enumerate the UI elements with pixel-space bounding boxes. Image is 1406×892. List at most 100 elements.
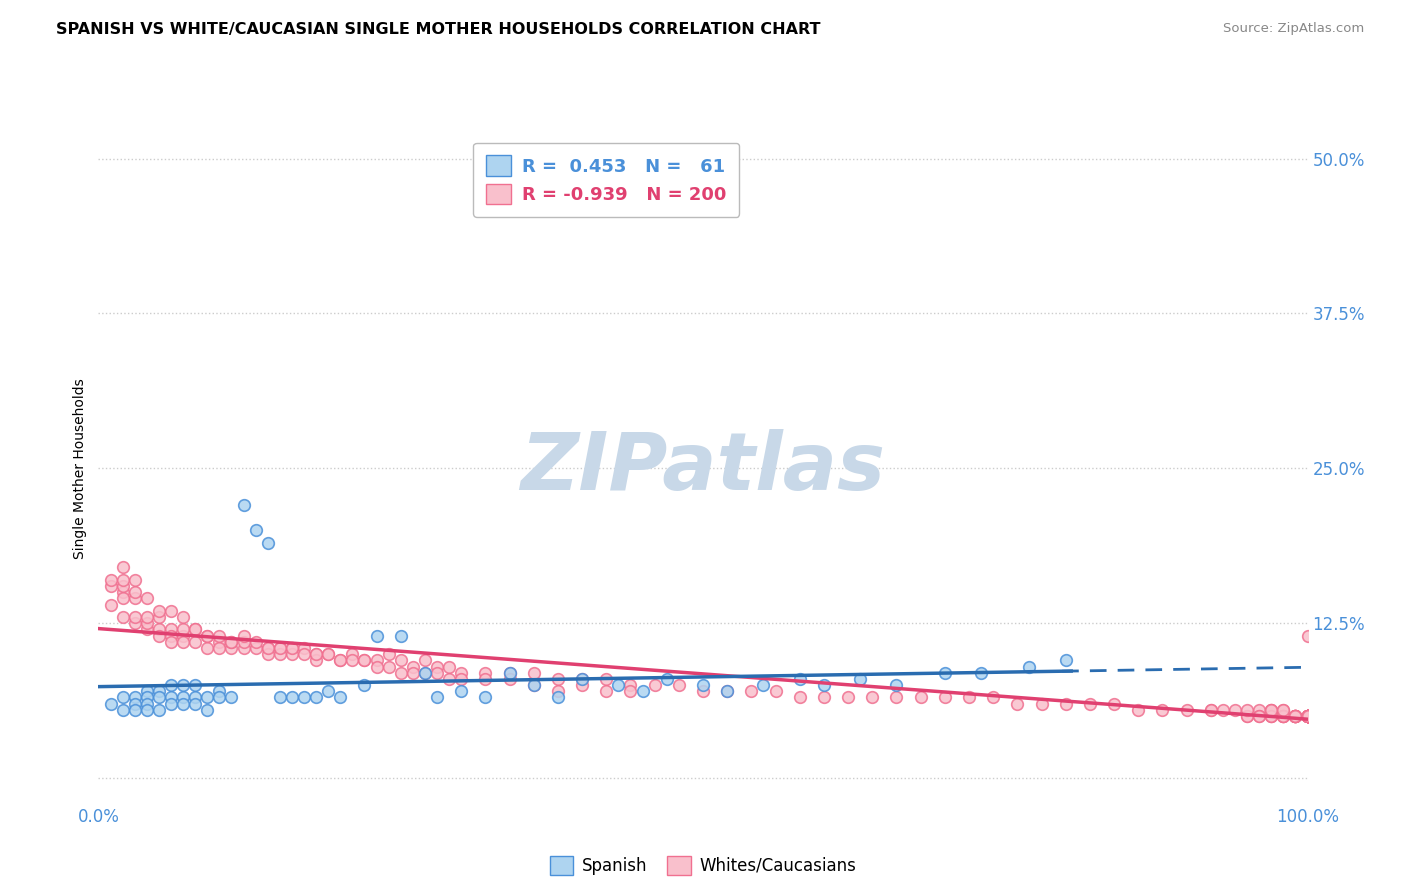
Point [1018,659,1040,673]
Point [547,672,569,686]
Point [195,640,218,655]
Point [523,678,546,692]
Point [316,647,339,661]
Point [135,610,157,624]
Point [160,690,183,705]
Point [269,647,291,661]
Point [1296,709,1319,723]
Point [160,634,183,648]
Point [329,653,352,667]
Point [160,678,183,692]
Point [1199,703,1222,717]
Point [437,659,460,673]
Point [860,690,883,705]
Point [135,703,157,717]
Point [450,684,472,698]
Point [172,697,194,711]
Point [353,653,375,667]
Point [1296,709,1319,723]
Point [1296,709,1319,723]
Point [740,684,762,698]
Point [1249,703,1271,717]
Point [1296,709,1319,723]
Point [221,690,243,705]
Point [1296,709,1319,723]
Point [135,690,157,705]
Point [1284,709,1306,723]
Point [135,697,157,711]
Point [692,678,714,692]
Point [1260,703,1282,717]
Point [1284,709,1306,723]
Point [269,640,291,655]
Point [135,684,157,698]
Point [1272,709,1295,723]
Point [498,665,520,680]
Point [474,690,496,705]
Point [765,684,787,698]
Point [256,640,278,655]
Point [426,659,449,673]
Point [377,647,399,661]
Point [813,678,835,692]
Point [1128,703,1150,717]
Point [148,703,170,717]
Point [886,690,908,705]
Point [837,690,859,705]
Point [111,690,134,705]
Point [1296,709,1319,723]
Point [1296,709,1319,723]
Point [934,665,956,680]
Point [292,647,315,661]
Point [148,690,170,705]
Point [148,629,170,643]
Point [498,672,520,686]
Point [1260,709,1282,723]
Point [124,585,146,599]
Point [910,690,932,705]
Point [366,653,388,667]
Point [789,690,811,705]
Point [1296,709,1319,723]
Point [292,690,315,705]
Point [316,684,339,698]
Point [1296,709,1319,723]
Point [1296,709,1319,723]
Point [474,672,496,686]
Point [1175,703,1198,717]
Point [498,665,520,680]
Point [571,672,593,686]
Point [124,616,146,631]
Point [172,678,194,692]
Point [1078,697,1101,711]
Point [281,647,304,661]
Point [619,684,641,698]
Point [329,690,352,705]
Point [124,703,146,717]
Point [111,703,134,717]
Point [595,672,617,686]
Point [1236,703,1258,717]
Point [402,665,425,680]
Point [523,665,546,680]
Point [1284,709,1306,723]
Point [1296,709,1319,723]
Point [124,690,146,705]
Point [1296,709,1319,723]
Point [1054,653,1077,667]
Point [1296,709,1319,723]
Point [256,535,278,549]
Point [970,665,993,680]
Point [1102,697,1125,711]
Point [148,684,170,698]
Point [1031,697,1053,711]
Point [934,690,956,705]
Point [232,629,254,643]
Point [111,610,134,624]
Point [184,634,207,648]
Point [172,623,194,637]
Point [160,623,183,637]
Point [437,672,460,686]
Point [547,684,569,698]
Point [1296,629,1319,643]
